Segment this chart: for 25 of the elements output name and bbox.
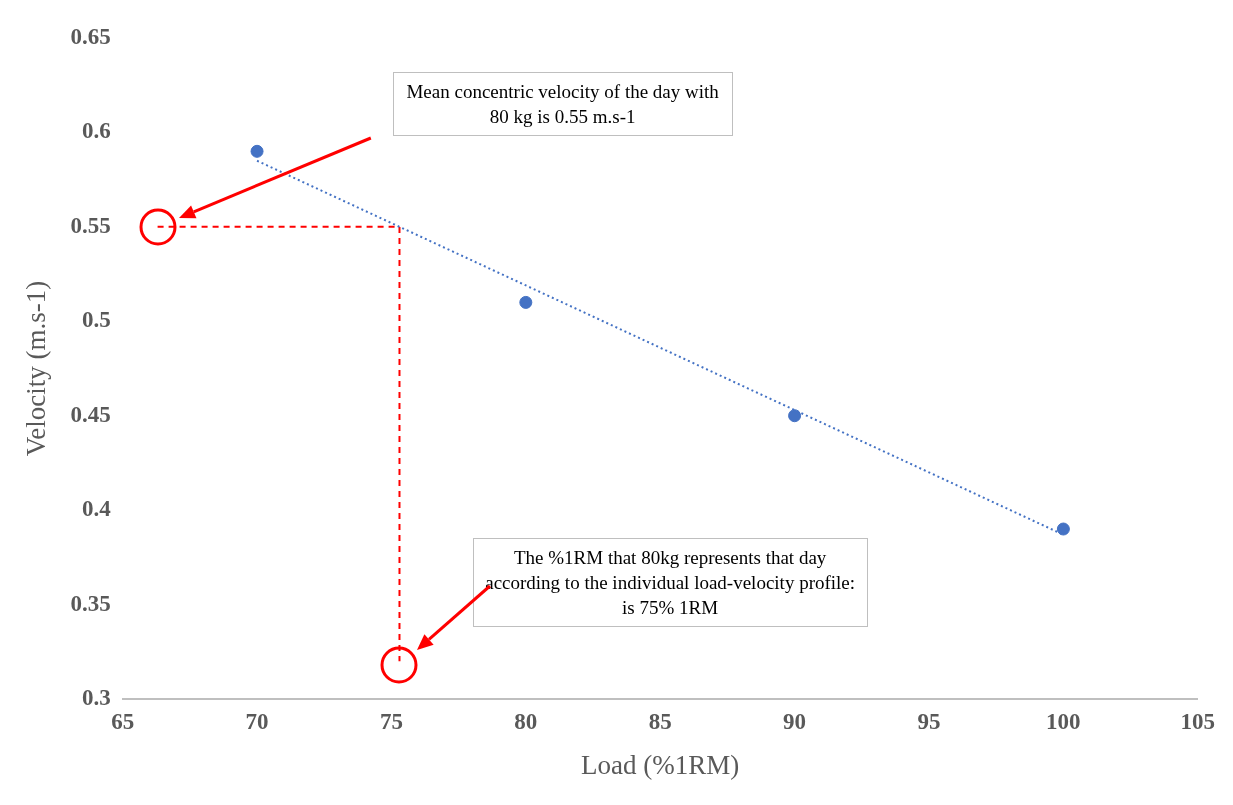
y-tick-label: 0.6 — [81, 118, 111, 144]
y-tick-label: 0.4 — [81, 496, 112, 522]
x-tick-label: 80 — [514, 708, 538, 734]
y-tick-label: 0.45 — [70, 401, 111, 427]
point — [519, 295, 533, 309]
x-tick-label: 105 — [1180, 708, 1215, 734]
point — [250, 144, 264, 158]
y-tick-label: 0.5 — [81, 307, 111, 333]
x-tick-label: 100 — [1046, 708, 1081, 734]
y-tick-label: 0.35 — [70, 590, 111, 616]
x-tick-label: 95 — [917, 708, 941, 734]
x-tick-label: 70 — [245, 708, 269, 734]
y-tick-label: 0.65 — [70, 23, 111, 49]
y-axis-title: Velocity (m.s-1) — [21, 280, 52, 457]
point — [1056, 522, 1070, 536]
x-tick-label: 85 — [648, 708, 672, 734]
annotation: The %1RM that 80kg represents that day according to the individual load-velocity profile: is 75% 1RM — [472, 538, 868, 627]
x-axis-title: Load (%1RM) — [581, 749, 740, 780]
y-tick-label: 0.55 — [70, 212, 111, 238]
y-tick-label: 0.3 — [81, 684, 111, 710]
x-tick-label: 90 — [783, 708, 807, 734]
annotation: Mean concentric velocity of the day with 80 kg is 0.55 m.s-1 — [392, 72, 733, 136]
x-tick-label: 75 — [379, 708, 403, 734]
point — [788, 409, 802, 423]
x-tick-label: 65 — [111, 708, 135, 734]
